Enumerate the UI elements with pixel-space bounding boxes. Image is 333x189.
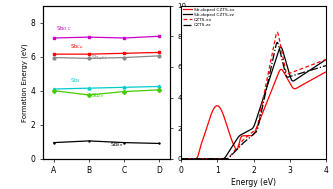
- Text: Sb$_{S}$: Sb$_{S}$: [70, 76, 81, 85]
- Text: Sb$_{Cu}$: Sb$_{Cu}$: [70, 42, 83, 51]
- Y-axis label: absorption coefficient (10$^4$ cm$^{-1}$): absorption coefficient (10$^4$ cm$^{-1}$…: [191, 29, 201, 135]
- Text: Sb$_{O,C}$: Sb$_{O,C}$: [56, 25, 72, 33]
- Text: Sb$_{Sn}$: Sb$_{Sn}$: [110, 140, 123, 149]
- Y-axis label: Formation Energy (eV): Formation Energy (eV): [22, 43, 28, 122]
- Text: Sb$_{split}$: Sb$_{split}$: [91, 53, 107, 64]
- X-axis label: Energy (eV): Energy (eV): [231, 178, 276, 187]
- Text: Sb$_{Zn}$: Sb$_{Zn}$: [91, 91, 104, 100]
- Legend: Sb-doped CZTS-xx, Sb-doped CZTS-zz, CZTS-xx, CZTS-zz: Sb-doped CZTS-xx, Sb-doped CZTS-zz, CZTS…: [182, 7, 235, 28]
